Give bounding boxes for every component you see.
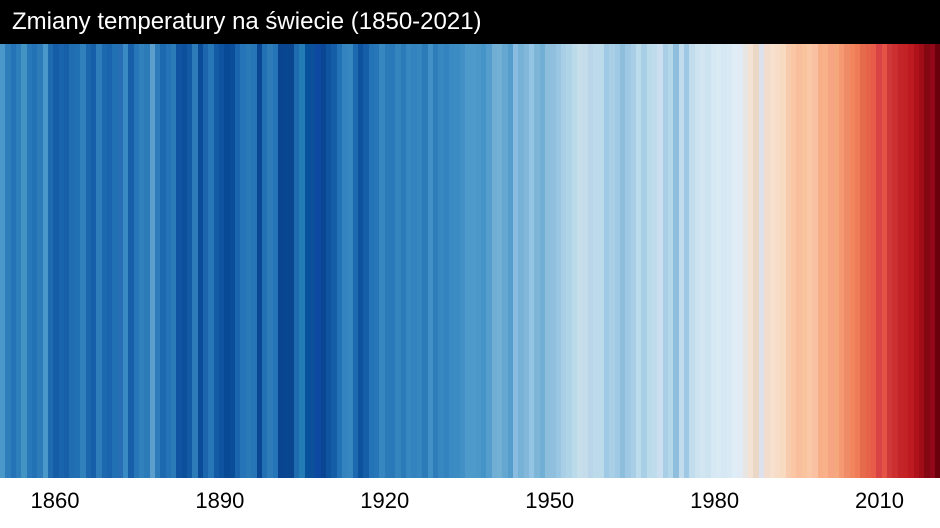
x-axis: 1860 1890 1920 1950 1980 2010 xyxy=(0,478,940,528)
warming-stripes-chart: Zmiany temperatury na świecie (1850-2021… xyxy=(0,0,940,528)
axis-tick: 2010 xyxy=(855,488,904,514)
stripe xyxy=(935,44,940,478)
title-bar: Zmiany temperatury na świecie (1850-2021… xyxy=(0,0,940,44)
axis-tick: 1980 xyxy=(690,488,739,514)
axis-tick: 1950 xyxy=(525,488,574,514)
chart-title: Zmiany temperatury na świecie (1850-2021… xyxy=(12,8,482,36)
axis-tick: 1920 xyxy=(360,488,409,514)
stripes-area xyxy=(0,44,940,478)
axis-tick: 1860 xyxy=(30,488,79,514)
axis-tick: 1890 xyxy=(195,488,244,514)
